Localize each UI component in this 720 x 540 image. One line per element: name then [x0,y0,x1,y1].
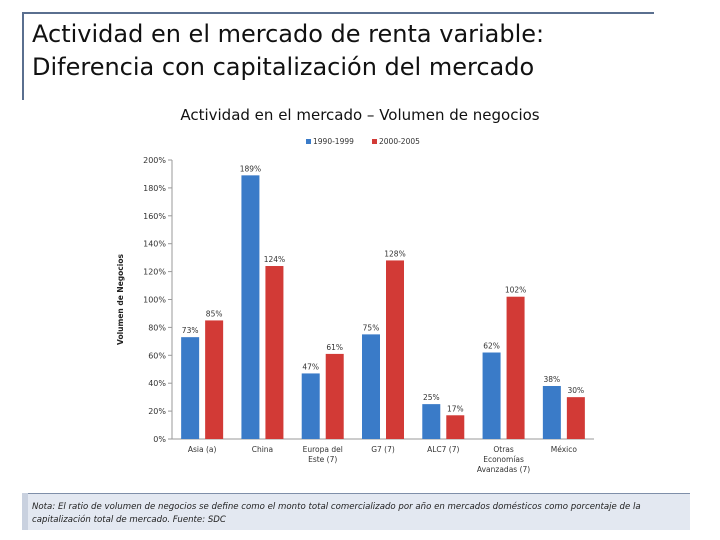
bar [542,385,561,439]
legend-swatch [372,139,377,144]
data-label: 62% [483,342,500,351]
bar [386,260,404,439]
y-tick-label: 200% [143,156,166,165]
y-tick-label: 160% [143,212,166,221]
y-tick-label: 0% [153,435,166,444]
data-label: 47% [302,362,319,371]
y-tick-label: 20% [148,407,166,416]
slide-title: Actividad en el mercado de renta variabl… [32,18,672,84]
category-label: México [551,445,578,454]
data-label: 75% [363,323,380,332]
category-label: Asia (a) [188,445,217,454]
legend-label: 1990-1999 [313,137,354,146]
category-label: ALC7 (7) [427,445,459,454]
bar [506,296,525,439]
data-label: 73% [182,326,199,335]
data-label: 38% [544,375,561,384]
y-tick-label: 60% [148,351,166,360]
y-tick-label: 120% [143,268,166,277]
bar [362,334,380,439]
y-tick-label: 180% [143,184,166,193]
data-label: 61% [326,343,343,352]
category-label: Economías [483,455,524,464]
y-tick-label: 80% [148,323,166,332]
data-label: 25% [423,393,440,402]
data-label: 102% [505,286,526,295]
turnover-bar-chart: 0% 20% 40% 60% 80% 100% 120% 140% 160% 180% 200% Vo… [116,137,594,474]
data-label: 124% [264,255,285,264]
title-frame [22,12,654,100]
y-axis-label: Volumen de Negocios [116,254,125,345]
footnote: Nota: El ratio de volumen de negocios se… [28,493,690,530]
bar [566,397,585,439]
slide-title-line-2: Diferencia con capitalización del mercad… [32,53,535,81]
bar [301,373,320,439]
category-label: Avanzadas (7) [477,465,530,474]
y-tick-label: 100% [143,296,166,305]
legend-swatch [306,139,311,144]
category-label: G7 (7) [371,445,395,454]
category-label: Europa del [303,445,343,454]
category-label: Otras [493,445,514,454]
bar [241,175,260,439]
y-tick-label: 140% [143,240,166,249]
chart-title: Actividad en el mercado – Volumen de neg… [180,106,540,124]
data-label: 17% [447,404,464,413]
y-tick-label: 40% [148,379,166,388]
data-label: 189% [240,164,261,173]
bar [205,320,224,439]
category-label: China [252,445,273,454]
bar [482,352,501,439]
data-label: 85% [206,309,223,318]
slide-title-line-1: Actividad en el mercado de renta variabl… [32,20,545,48]
category-label: Este (7) [308,455,337,464]
bar [446,415,465,439]
bar [422,404,441,439]
bar [181,337,200,439]
data-label: 128% [384,249,405,258]
bar [265,266,284,439]
legend-label: 2000-2005 [379,137,420,146]
data-label: 30% [568,386,585,395]
bar [325,353,344,439]
footnote-accent [22,493,28,530]
